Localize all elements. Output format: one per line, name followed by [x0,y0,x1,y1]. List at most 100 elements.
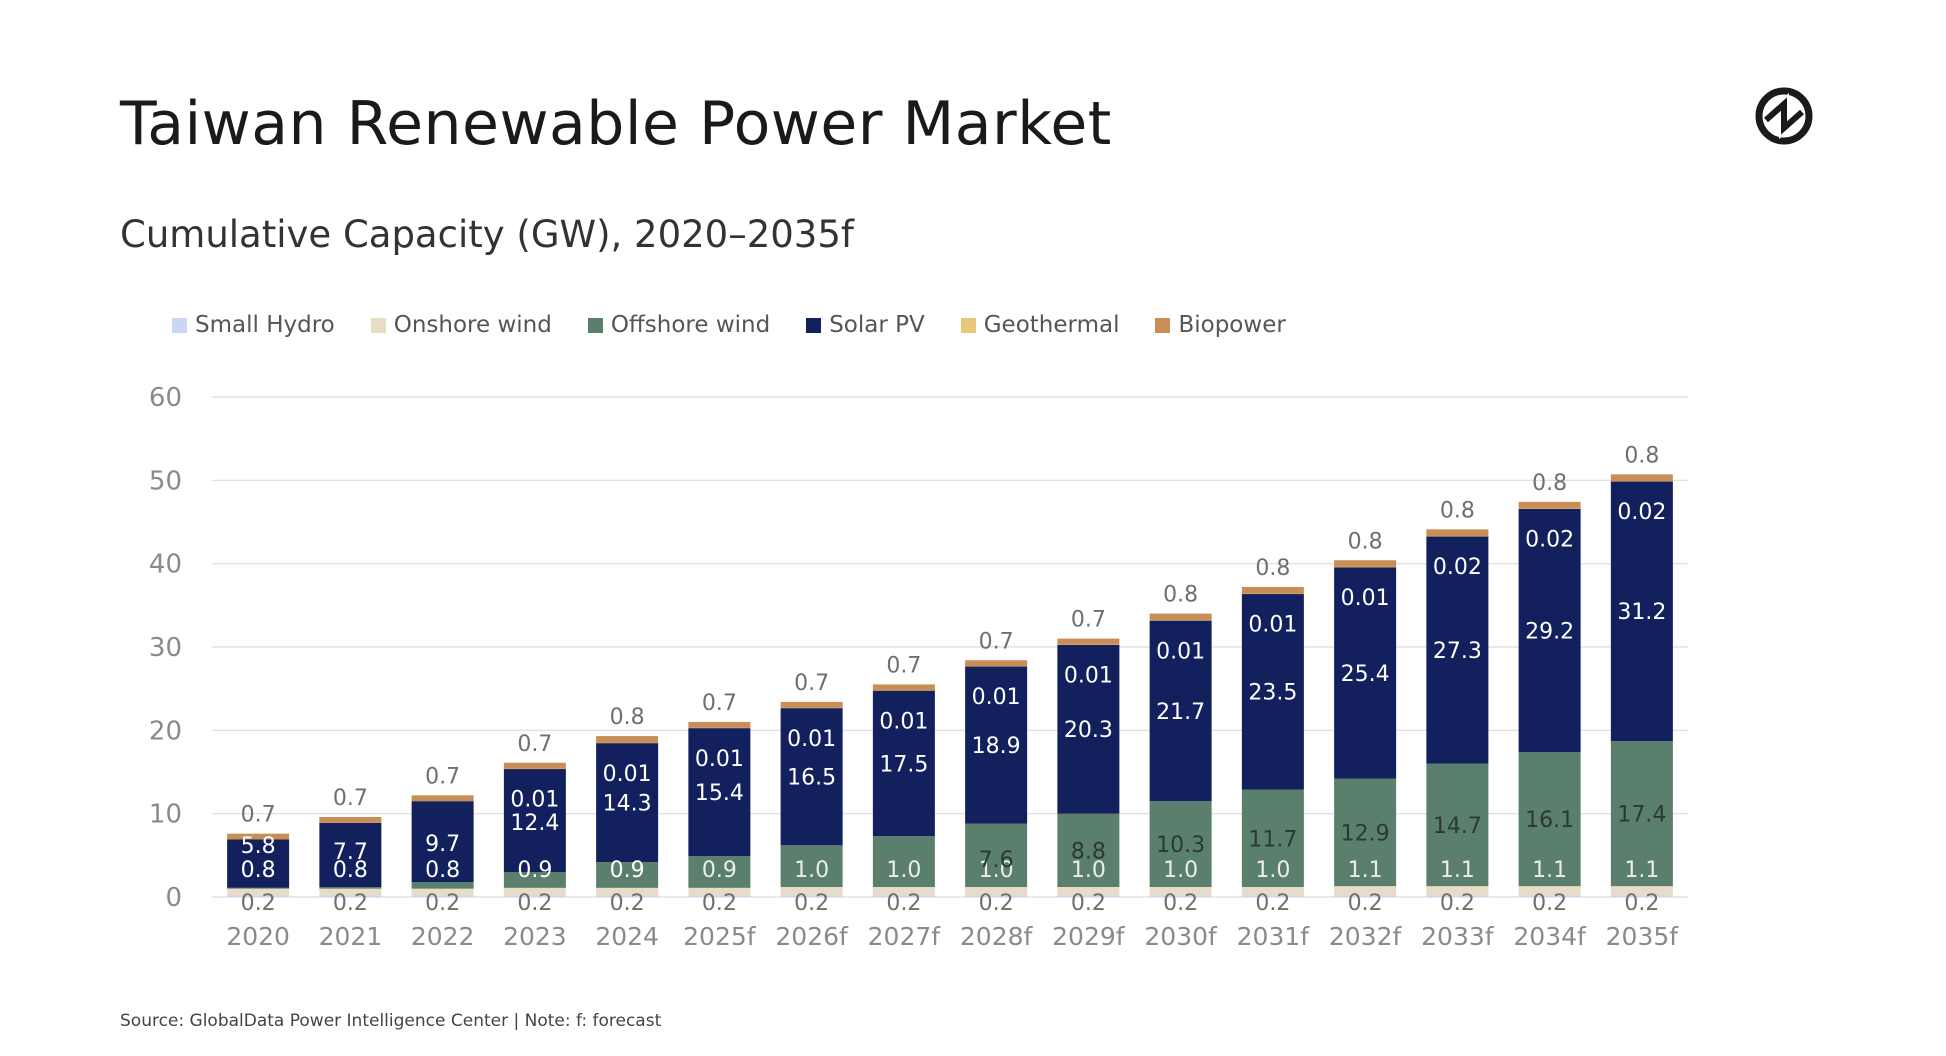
bar-segment [319,817,382,823]
bar-segment [1241,895,1304,897]
bar-segment [688,721,751,728]
bar-segment [596,887,659,896]
bar-segment [227,887,290,889]
bar-segment [965,666,1028,667]
bar-segment [503,872,566,888]
bar-segment [1241,789,1304,887]
y-tick-label: 30 [149,633,182,663]
x-tick-label: 2028f [960,922,1034,951]
bar-segment [780,707,843,846]
data-label: 0.2 [886,891,921,916]
data-label: 0.01 [1341,586,1390,611]
bar-segment [780,701,843,708]
data-label: 0.7 [517,732,552,757]
data-label: 0.02 [1525,528,1574,553]
stacked-bar-chart: 01020304050600.20.85.80.720200.20.87.70.… [149,383,1688,951]
data-label: 23.5 [1248,681,1297,706]
bar-segment [965,660,1028,667]
bar-segment [1241,593,1304,790]
x-tick-label: 2032f [1329,922,1403,951]
bar-segment [596,862,659,888]
data-label: 0.01 [879,709,928,734]
data-label: 0.02 [1617,500,1666,525]
data-label: 0.2 [1624,891,1659,916]
bar-segment [1334,778,1397,887]
data-label: 0.2 [1348,891,1383,916]
bar-segment [1241,593,1304,595]
data-label: 0.2 [1071,891,1106,916]
bar-segment [780,895,843,897]
bar-segment [596,895,659,897]
data-label: 0.8 [333,858,368,883]
data-label: 0.2 [1532,891,1567,916]
data-label: 15.4 [695,781,744,806]
data-label: 1.1 [1532,858,1567,883]
data-label: 1.0 [979,858,1014,883]
x-tick-label: 2031f [1237,922,1311,951]
data-label: 0.8 [1163,583,1198,608]
bar-segment [1334,567,1397,779]
bar-segment [1334,566,1397,568]
bar-segment [1426,763,1489,887]
data-label: 0.2 [333,891,368,916]
bar-segment [319,887,382,889]
bar-segment [1610,481,1673,742]
data-label: 10.3 [1156,833,1205,858]
data-label: 11.7 [1248,827,1297,852]
bar-segment [227,895,290,897]
bar-segment [872,684,935,691]
bar-segment [1426,886,1489,896]
bar-segment [965,666,1028,824]
bar-segment [1610,481,1673,482]
data-label: 14.7 [1433,814,1482,839]
bar-segment [780,845,843,887]
y-tick-label: 0 [165,883,182,913]
data-label: 0.2 [1163,891,1198,916]
bar-segment [503,887,566,896]
data-label: 0.7 [794,671,829,696]
data-label: 0.7 [425,764,460,789]
data-label: 0.01 [1248,613,1297,638]
chart-subtitle: Cumulative Capacity (GW), 2020–2035f [120,213,854,256]
chart-legend: Small Hydro Onshore wind Offshore wind S… [172,308,1322,342]
legend-label: Geothermal [983,312,1120,338]
legend-label: Offshore wind [610,312,771,338]
data-label: 12.4 [510,811,559,836]
data-label: 0.9 [610,858,645,883]
data-label: 0.2 [979,891,1014,916]
data-label: 20.3 [1064,718,1113,743]
y-tick-label: 10 [149,800,182,830]
x-tick-label: 2033f [1421,922,1495,951]
data-label: 0.2 [610,891,645,916]
data-label: 25.4 [1341,662,1390,687]
data-label: 1.1 [1624,858,1659,883]
bar-segment [503,895,566,897]
x-tick-label: 2027f [868,922,942,951]
data-label: 18.9 [972,734,1021,759]
data-label: 1.1 [1440,858,1475,883]
bar-segment [1149,620,1212,621]
bar-segment [1149,620,1212,802]
data-label: 16.5 [787,766,836,791]
data-label: 0.01 [695,747,744,772]
bar-segment [411,882,474,889]
data-label: 0.01 [510,788,559,813]
bar-segment [319,822,382,887]
data-label: 0.9 [517,858,552,883]
bar-segment [1610,895,1673,897]
bar-segment [1057,638,1120,645]
bar-segment [1334,886,1397,896]
data-label: 17.5 [879,752,928,777]
bar-segment [1518,508,1581,509]
data-label: 7.7 [333,840,368,865]
bar-segment [1149,887,1212,896]
x-tick-label: 2035f [1606,922,1680,951]
data-label: 0.2 [1440,891,1475,916]
globaldata-logo-icon [1755,87,1813,145]
data-label: 1.0 [794,858,829,883]
data-label: 0.8 [1624,443,1659,468]
source-note: Source: GlobalData Power Intelligence Ce… [120,1011,662,1031]
legend-swatch [960,317,976,333]
data-label: 0.01 [972,685,1021,710]
bar-segment [1426,895,1489,897]
